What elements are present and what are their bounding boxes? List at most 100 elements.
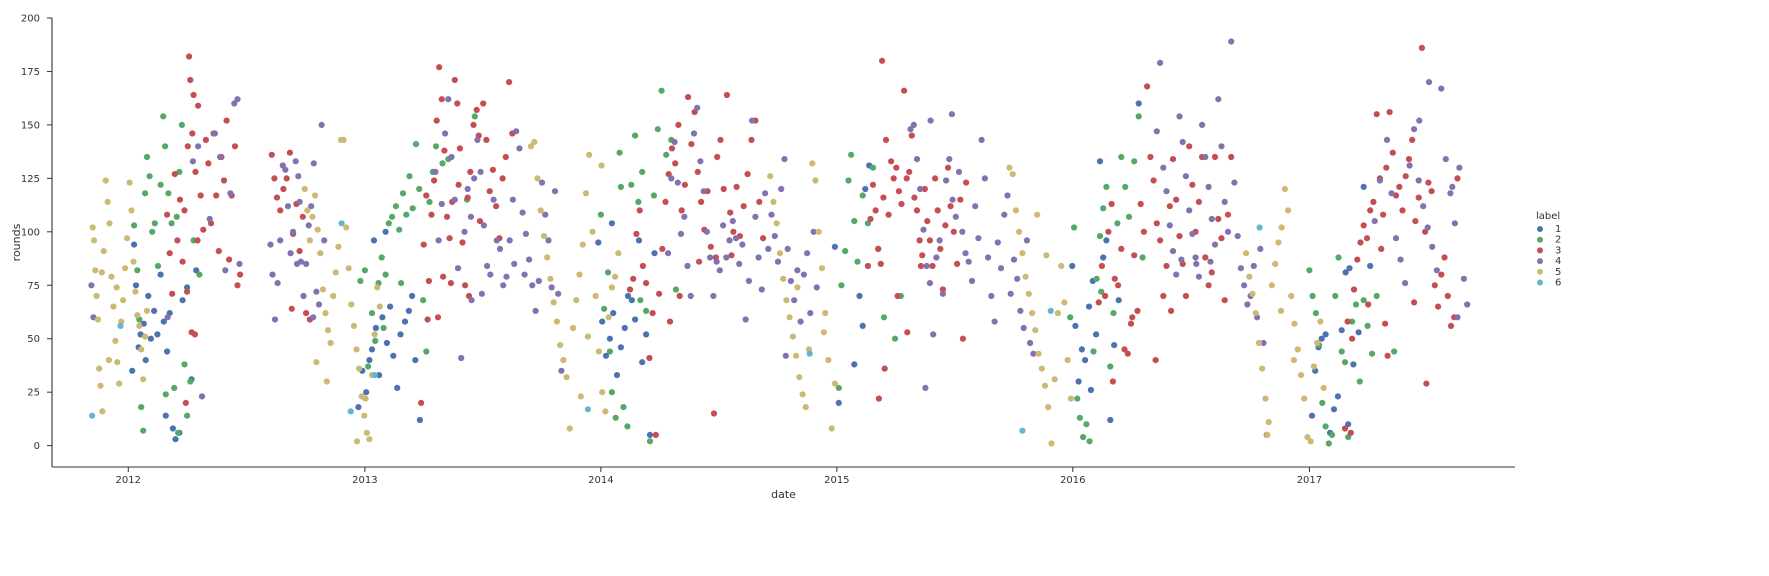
scatter-point xyxy=(639,262,647,270)
scatter-point xyxy=(93,292,100,300)
scatter-point xyxy=(882,136,890,143)
scatter-point xyxy=(784,245,791,252)
scatter-point xyxy=(446,235,453,242)
scatter-point xyxy=(1163,188,1170,195)
scatter-point xyxy=(215,248,222,255)
scatter-point xyxy=(687,292,694,300)
scatter-point xyxy=(138,346,145,353)
scatter-point xyxy=(1260,339,1267,347)
scatter-point xyxy=(1224,211,1232,218)
scatter-point xyxy=(684,262,691,270)
x-tick-label: 2014 xyxy=(588,475,613,486)
scatter-point xyxy=(936,237,943,244)
scatter-point xyxy=(1386,109,1393,116)
scatter-point xyxy=(1045,404,1052,411)
scatter-point xyxy=(1166,203,1173,210)
scatter-point xyxy=(471,113,478,120)
scatter-point xyxy=(173,213,180,220)
scatter-point xyxy=(284,203,292,210)
scatter-point xyxy=(401,318,409,325)
scatter-point xyxy=(674,179,681,186)
scatter-point xyxy=(154,262,162,270)
scatter-point xyxy=(1032,327,1039,334)
scatter-point xyxy=(1420,203,1427,210)
scatter-point xyxy=(296,198,303,205)
scatter-point xyxy=(322,310,329,317)
scatter-point xyxy=(521,271,528,278)
scatter-point xyxy=(172,436,179,443)
scatter-point xyxy=(164,314,171,321)
scatter-point xyxy=(531,138,538,146)
scatter-point xyxy=(376,372,383,379)
scatter-point xyxy=(117,322,124,329)
scatter-point xyxy=(303,260,310,267)
scatter-point xyxy=(1257,245,1264,252)
scatter-point xyxy=(733,183,740,190)
scatter-point xyxy=(189,158,196,165)
scatter-point xyxy=(308,203,315,210)
scatter-point xyxy=(522,230,530,237)
scatter-point xyxy=(1071,224,1078,231)
scatter-point xyxy=(601,305,608,312)
scatter-point xyxy=(1166,222,1173,229)
scatter-point xyxy=(749,117,756,124)
scatter-point xyxy=(1264,431,1271,438)
scatter-point xyxy=(1006,164,1013,171)
scatter-point xyxy=(140,376,147,383)
scatter-point xyxy=(1371,218,1378,225)
scatter-point xyxy=(881,365,888,372)
scatter-point xyxy=(548,284,555,291)
scatter-point xyxy=(771,233,778,240)
scatter-point xyxy=(913,156,921,163)
scatter-point xyxy=(499,175,506,182)
scatter-point xyxy=(1221,198,1228,205)
scatter-point xyxy=(1349,318,1356,325)
scatter-point xyxy=(1182,173,1189,180)
scatter-point xyxy=(959,228,966,235)
scatter-point xyxy=(975,235,982,242)
scatter-point xyxy=(806,350,813,357)
scatter-point xyxy=(1093,275,1100,282)
scatter-point xyxy=(1029,310,1036,317)
scatter-point xyxy=(184,412,191,419)
scatter-point xyxy=(652,431,659,438)
scatter-point xyxy=(366,436,373,443)
scatter-point xyxy=(1389,149,1396,156)
scatter-point xyxy=(1373,292,1380,300)
scatter-point xyxy=(362,395,369,402)
scatter-point xyxy=(1010,256,1018,263)
scatter-point xyxy=(120,297,127,304)
scatter-point xyxy=(1169,248,1177,255)
scatter-point xyxy=(1205,183,1212,190)
x-axis-ticks: 2012 2013 2014 2015 2016 2017 xyxy=(116,467,1322,486)
scatter-point xyxy=(1208,269,1215,276)
scatter-point xyxy=(496,245,504,252)
scatter-point xyxy=(612,273,619,280)
scatter-point xyxy=(584,333,592,340)
scatter-point xyxy=(838,282,845,289)
scatter-point xyxy=(438,200,445,208)
scatter-point xyxy=(1277,307,1285,314)
scatter-point xyxy=(370,237,378,244)
scatter-point xyxy=(99,408,106,415)
scatter-point xyxy=(473,106,480,113)
scatter-point xyxy=(1451,220,1458,227)
scatter-point xyxy=(934,207,941,214)
scatter-point xyxy=(301,185,308,193)
legend-marker xyxy=(1537,247,1543,254)
legend-label: 1 xyxy=(1555,224,1561,235)
scatter-point xyxy=(490,196,497,203)
scatter-point xyxy=(767,173,774,180)
scatter-point xyxy=(606,348,614,355)
scatter-point xyxy=(110,303,117,310)
scatter-point xyxy=(237,271,244,278)
scatter-point xyxy=(442,130,449,137)
legend-marker xyxy=(1537,279,1543,286)
y-tick-label: 175 xyxy=(21,67,40,78)
scatter-point xyxy=(534,175,541,182)
scatter-point xyxy=(1041,382,1049,389)
scatter-point xyxy=(877,260,884,267)
scatter-point xyxy=(353,346,360,353)
legend-label: 5 xyxy=(1555,267,1561,278)
scatter-point xyxy=(335,243,342,250)
